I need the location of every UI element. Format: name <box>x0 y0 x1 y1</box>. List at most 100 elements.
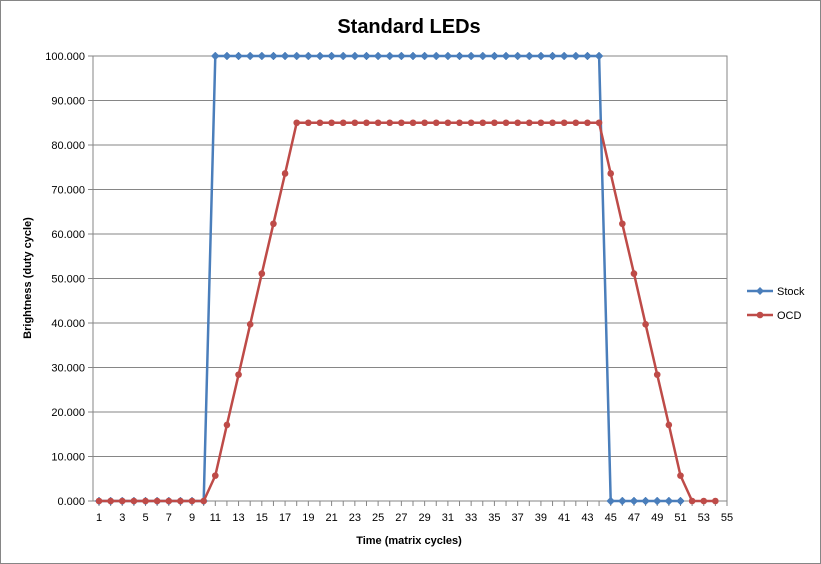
data-point-ocd <box>328 119 335 127</box>
data-point-stock <box>501 51 511 61</box>
y-tick-label: 100.000 <box>45 51 85 63</box>
data-point-stock <box>536 51 546 61</box>
legend-label-ocd: OCD <box>777 310 802 322</box>
data-point-stock <box>664 496 674 506</box>
data-point-stock <box>338 51 348 61</box>
x-axis-title: Time (matrix cycles) <box>356 535 462 547</box>
data-point-ocd <box>642 321 649 328</box>
data-point-ocd <box>142 497 149 505</box>
x-tick-label: 53 <box>698 512 710 524</box>
x-tick-label: 43 <box>581 512 593 524</box>
x-tick-label: 15 <box>256 512 268 524</box>
data-point-stock <box>594 51 604 61</box>
data-point-stock <box>408 51 418 61</box>
data-point-stock <box>385 51 395 61</box>
data-point-stock <box>420 51 429 61</box>
data-point-ocd <box>235 371 242 378</box>
y-tick-label: 50.000 <box>51 274 85 286</box>
data-point-ocd <box>177 497 184 505</box>
data-point-ocd <box>514 119 521 127</box>
data-point-ocd <box>537 119 545 127</box>
data-point-stock <box>629 496 639 506</box>
x-axis-ticks: 1 3 5 7 9 11 13 15 17 19 21 23 25 27 29 31 33 35 37 39 41 43 4… <box>96 501 733 524</box>
y-tick-label: 40.000 <box>51 318 85 330</box>
data-point-stock <box>478 51 488 61</box>
y-tick-label: 30.000 <box>51 363 85 375</box>
data-point-stock <box>513 51 523 61</box>
data-point-stock <box>280 51 290 61</box>
x-tick-label: 39 <box>535 512 547 524</box>
x-tick-label: 35 <box>488 512 500 524</box>
data-point-stock <box>559 51 569 61</box>
data-point-ocd <box>665 421 673 429</box>
data-point-ocd <box>293 119 301 127</box>
x-tick-label: 25 <box>372 512 384 524</box>
data-point-ocd <box>188 497 196 505</box>
data-point-stock <box>652 496 662 506</box>
x-tick-label: 1 <box>96 512 102 524</box>
data-point-ocd <box>549 119 556 127</box>
data-point-ocd <box>467 119 475 127</box>
data-point-ocd <box>258 270 266 277</box>
data-point-stock <box>245 51 255 61</box>
data-point-stock <box>362 51 371 61</box>
data-point-ocd <box>165 497 173 505</box>
data-point-ocd <box>607 170 615 177</box>
data-point-ocd <box>653 371 661 378</box>
x-tick-label: 51 <box>674 512 686 524</box>
data-point-ocd <box>630 270 638 277</box>
data-point-ocd <box>351 119 359 127</box>
data-point-ocd <box>398 119 405 127</box>
data-point-stock <box>606 496 616 506</box>
x-tick-label: 9 <box>189 512 195 524</box>
data-point-ocd <box>677 472 684 479</box>
x-tick-label: 27 <box>395 512 407 524</box>
data-point-ocd <box>363 119 370 127</box>
data-point-ocd <box>374 119 382 127</box>
x-tick-label: 19 <box>302 512 314 524</box>
data-point-stock <box>327 51 336 61</box>
x-tick-label: 33 <box>465 512 477 524</box>
x-tick-label: 55 <box>721 512 733 524</box>
y-tick-label: 60.000 <box>51 229 85 241</box>
data-point-stock <box>303 51 313 61</box>
data-point-stock <box>397 51 406 61</box>
y-tick-label: 0.000 <box>57 496 85 508</box>
legend-label-stock: Stock <box>777 286 805 298</box>
data-point-stock <box>455 51 464 61</box>
data-point-stock <box>210 51 220 61</box>
data-point-ocd <box>525 119 533 127</box>
x-tick-label: 41 <box>558 512 570 524</box>
x-tick-label: 49 <box>651 512 663 524</box>
data-point-stock <box>583 51 592 61</box>
data-point-ocd <box>386 119 394 127</box>
data-point-ocd <box>223 421 231 429</box>
data-point-ocd <box>595 119 603 127</box>
data-point-stock <box>617 496 627 506</box>
y-tick-label: 10.000 <box>51 452 85 464</box>
data-point-ocd <box>584 119 591 127</box>
x-tick-label: 47 <box>628 512 640 524</box>
data-point-ocd <box>688 497 696 505</box>
y-tick-label: 70.000 <box>51 185 85 197</box>
data-point-stock <box>431 51 441 61</box>
data-point-ocd <box>107 497 114 505</box>
data-point-stock <box>641 496 650 506</box>
data-point-ocd <box>409 119 417 127</box>
data-point-ocd <box>700 497 708 505</box>
data-point-ocd <box>619 220 626 228</box>
data-point-stock <box>292 51 302 61</box>
data-point-stock <box>548 51 557 61</box>
y-axis-ticks: 0.000 10.000 20.000 30.000 40.000 50.000 60.00… <box>45 51 93 508</box>
data-point-ocd <box>200 497 207 505</box>
data-point-stock <box>222 51 232 61</box>
data-point-ocd <box>270 220 277 228</box>
y-axis-title: Brightness (duty cycle) <box>22 217 34 339</box>
y-tick-label: 20.000 <box>51 407 85 419</box>
data-point-ocd <box>712 497 719 505</box>
data-point-stock <box>571 51 581 61</box>
data-point-ocd <box>211 472 219 479</box>
data-point-ocd <box>305 119 312 127</box>
x-tick-label: 31 <box>442 512 454 524</box>
